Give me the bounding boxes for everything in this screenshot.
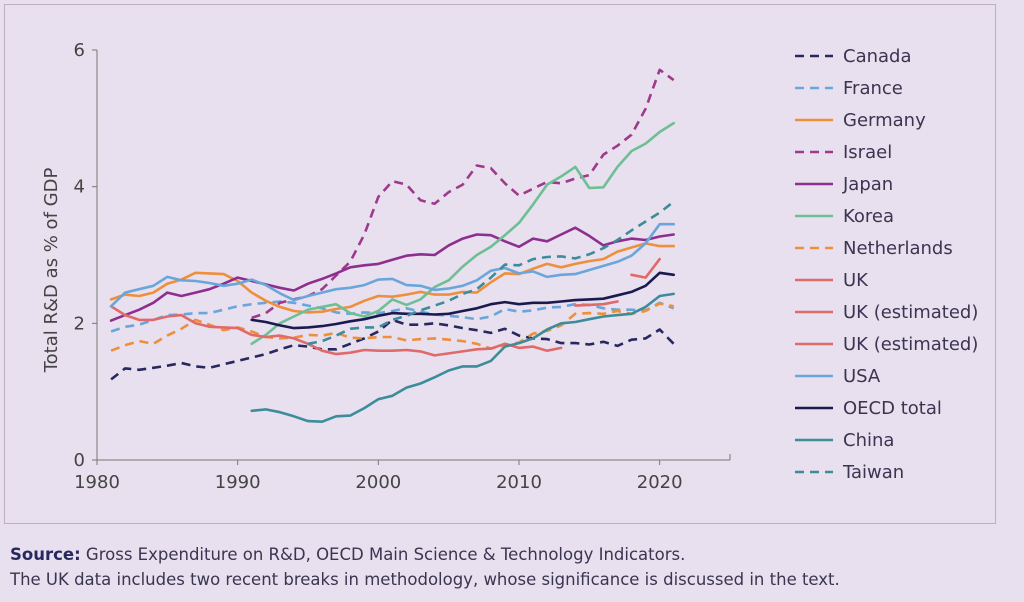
series-line-oecd-total <box>250 271 676 330</box>
legend-label: China <box>843 430 894 451</box>
y-axis-label: Total R&D as % of GDP <box>41 168 62 374</box>
legend-label: USA <box>843 366 881 387</box>
x-tick-label: 2000 <box>355 472 401 493</box>
y-tick-label: 2 <box>74 313 85 334</box>
source-label: Source: <box>10 545 81 564</box>
series-line-france <box>110 300 675 333</box>
source-text: Gross Expenditure on R&D, OECD Main Scie… <box>80 545 686 564</box>
series-line-usa <box>109 222 676 308</box>
series-line-canada <box>110 318 675 381</box>
x-tick-label: 2020 <box>637 472 683 493</box>
methodology-note: The UK data includes two recent breaks i… <box>10 570 840 589</box>
legend-label: France <box>843 78 903 99</box>
legend-label: Canada <box>843 46 912 67</box>
x-tick-label: 1990 <box>215 472 261 493</box>
legend-label: Japan <box>842 174 893 195</box>
chart-frame: 0 2 4 6 1980 1990 2000 2010 2020 Total R&D as % o… <box>4 4 996 524</box>
legend-label: Netherlands <box>843 238 953 259</box>
series-line-taiwan <box>307 200 675 346</box>
line-chart: 0 2 4 6 1980 1990 2000 2010 2020 Total R&D as % o… <box>41 40 978 493</box>
series-line-uk-estimated <box>630 257 662 279</box>
series-line-germany <box>109 242 676 314</box>
legend-label: Israel <box>843 142 892 163</box>
source-note: Source: Gross Expenditure on R&D, OECD M… <box>10 542 1010 592</box>
series-line-china <box>250 292 676 424</box>
series-line-korea <box>250 121 676 346</box>
legend-label: Korea <box>843 206 894 227</box>
x-tick-label: 2010 <box>496 472 542 493</box>
series-line-uk <box>109 304 563 357</box>
legend-label: Germany <box>843 110 926 131</box>
source-line: Source: Gross Expenditure on R&D, OECD M… <box>10 542 1010 567</box>
series-line-uk-estimated <box>573 300 619 307</box>
legend-label: UK <box>843 270 869 291</box>
legend-label: OECD total <box>843 398 942 419</box>
y-tick-label: 0 <box>74 450 85 471</box>
legend-label: UK (estimated) <box>843 302 978 323</box>
series-line-japan <box>109 226 676 322</box>
y-tick-label: 4 <box>74 177 85 198</box>
y-tick-label: 6 <box>74 40 85 61</box>
series-line-israel <box>251 68 675 320</box>
legend-label: Taiwan <box>842 462 904 483</box>
x-tick-label: 1980 <box>74 472 120 493</box>
legend-label: UK (estimated) <box>843 334 978 355</box>
